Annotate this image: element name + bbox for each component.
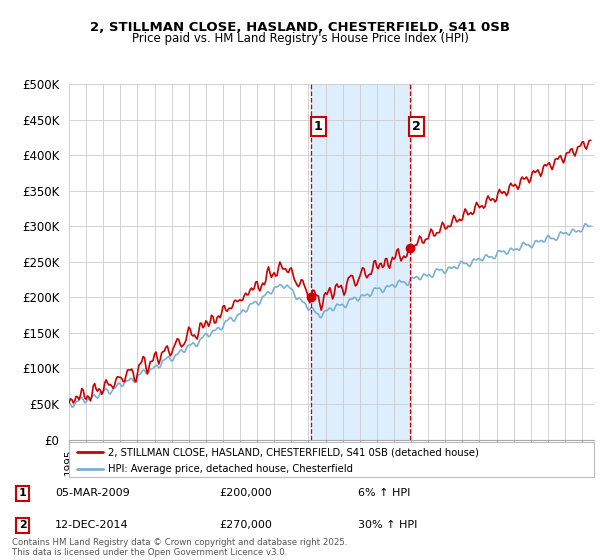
- Text: 2: 2: [412, 120, 421, 133]
- Bar: [311, 84, 410, 440]
- Text: Price paid vs. HM Land Registry's House Price Index (HPI): Price paid vs. HM Land Registry's House …: [131, 32, 469, 45]
- Text: 05-MAR-2009: 05-MAR-2009: [55, 488, 130, 498]
- Text: Contains HM Land Registry data © Crown copyright and database right 2025.
This d: Contains HM Land Registry data © Crown c…: [12, 538, 347, 557]
- Text: 30% ↑ HPI: 30% ↑ HPI: [358, 520, 417, 530]
- Text: 6% ↑ HPI: 6% ↑ HPI: [358, 488, 410, 498]
- Text: HPI: Average price, detached house, Chesterfield: HPI: Average price, detached house, Ches…: [109, 464, 353, 474]
- Text: £200,000: £200,000: [220, 488, 272, 498]
- Text: 1: 1: [19, 488, 26, 498]
- Text: 2: 2: [19, 520, 26, 530]
- Text: 2, STILLMAN CLOSE, HASLAND, CHESTERFIELD, S41 0SB (detached house): 2, STILLMAN CLOSE, HASLAND, CHESTERFIELD…: [109, 447, 479, 457]
- Text: 2, STILLMAN CLOSE, HASLAND, CHESTERFIELD, S41 0SB: 2, STILLMAN CLOSE, HASLAND, CHESTERFIELD…: [90, 21, 510, 34]
- Text: £270,000: £270,000: [220, 520, 272, 530]
- Text: 12-DEC-2014: 12-DEC-2014: [55, 520, 129, 530]
- Text: 1: 1: [314, 120, 323, 133]
